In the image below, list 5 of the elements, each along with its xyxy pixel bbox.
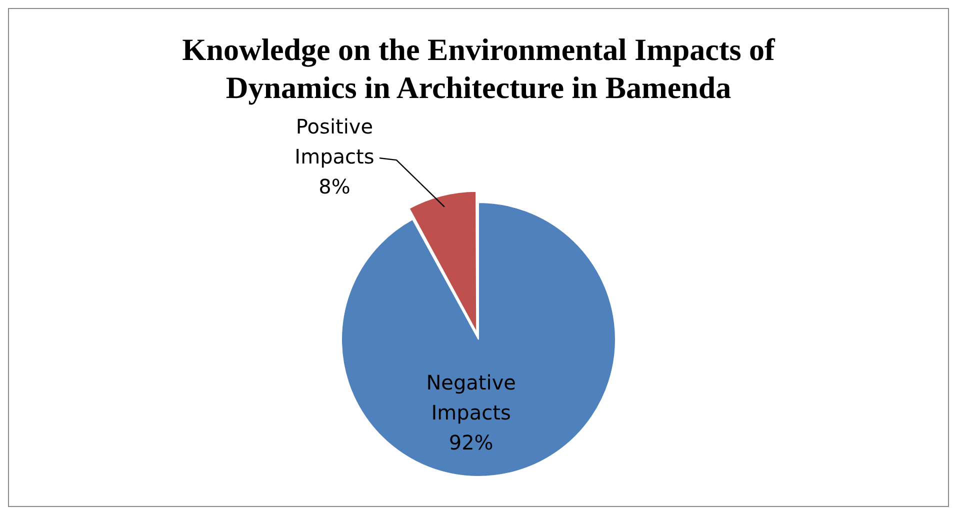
data-label: 92%: [448, 430, 494, 455]
slice-label: Negative Impacts: [426, 370, 516, 425]
data-label: 8%: [318, 174, 350, 198]
chart-title: Knowledge on the Environmental Impacts of Dynamics in Architecture in Bamenda: [181, 31, 776, 107]
slice-label: Positive Impacts: [294, 114, 374, 168]
